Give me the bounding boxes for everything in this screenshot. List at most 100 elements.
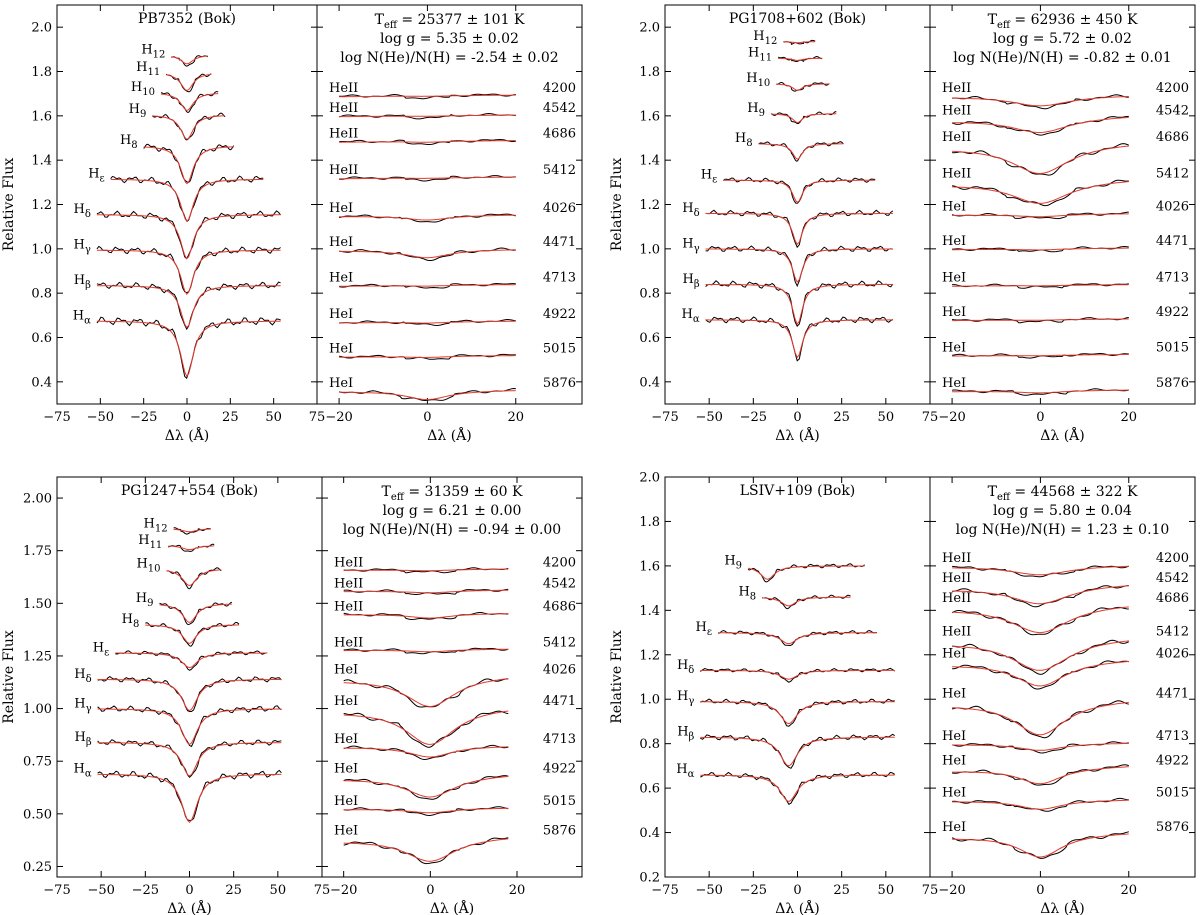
line-label-name: H (138, 533, 149, 548)
helium-line-wavelength: 4713 (543, 271, 576, 286)
observed-spectrum (343, 678, 509, 708)
x-tick-label: 0 (423, 410, 431, 425)
helium-line-wavelength: 4200 (543, 555, 576, 570)
helium-line-wavelength: 5412 (1156, 166, 1189, 181)
hydrogen-line-label: H9 (136, 591, 154, 609)
y-tick-label: 1.8 (639, 515, 660, 530)
hydrogen-line-label: H12 (141, 42, 165, 60)
helium-line-label: HeI (329, 235, 353, 250)
model-spectrum (952, 766, 1129, 785)
line-label-subscript: 8 (750, 591, 756, 602)
line-label-subscript: ε (104, 648, 109, 659)
line-label-name: H (73, 308, 84, 323)
x-axis-label: Δλ (Å) (430, 899, 474, 915)
helium-line-label: HeI (942, 786, 966, 801)
right-subplot-frame (929, 476, 1196, 878)
hydrogen-line-label: H11 (136, 60, 160, 78)
hydrogen-line-label: Hα (676, 762, 694, 780)
line-label-name: H (695, 620, 706, 635)
line-label-name: H (682, 201, 693, 216)
helium-line-label: HeI (334, 732, 358, 747)
model-spectrum (173, 528, 211, 533)
x-axis-label: Δλ (Å) (775, 899, 819, 915)
y-tick-label: 0.2 (639, 871, 660, 886)
line-label-subscript: 10 (142, 87, 155, 98)
line-label-name: H (748, 46, 759, 61)
observed-spectrum (159, 601, 232, 626)
line-label-name: H (724, 553, 735, 568)
model-spectrum (343, 746, 509, 758)
panel-title: PG1247+554 (Bok) (121, 483, 258, 499)
teff-subscript: eff (997, 20, 1011, 31)
helium-line-label: HeI (329, 342, 353, 357)
helium-line-label: HeII (942, 81, 971, 96)
model-spectrum (168, 545, 215, 551)
helium-line-label: HeI (329, 376, 353, 391)
observed-spectrum (951, 741, 1129, 754)
x-tick-label: 50 (265, 410, 282, 425)
observed-spectrum (97, 769, 282, 821)
x-tick-label: 75 (922, 883, 939, 898)
model-spectrum (952, 354, 1129, 357)
line-label-subscript: β (689, 731, 695, 742)
y-axis-label: Relative Flux (1, 158, 17, 252)
line-label-name: H (682, 307, 693, 322)
helium-line-wavelength: 4542 (1156, 103, 1189, 118)
x-tick-label: 20 (1120, 410, 1137, 425)
model-spectrum (343, 838, 509, 862)
model-spectrum (952, 389, 1129, 394)
line-label-name: H (746, 71, 757, 86)
x-tick-label: 20 (509, 883, 526, 898)
observed-spectrum (338, 282, 516, 289)
y-tick-label: 0.25 (23, 860, 52, 875)
helium-line-wavelength: 4542 (543, 576, 576, 591)
line-label-name: H (677, 689, 688, 704)
model-spectrum (783, 41, 816, 44)
helium-line-label: HeII (334, 635, 363, 650)
hydrogen-line-label: H9 (747, 101, 765, 119)
left-subplot-frame (56, 476, 323, 878)
panel-1: 0.4 0.6 0.8 1.0 1.2 1.4 1.6 1.8 2.0 −75 −50 −25 0 25 5… (1, 4, 583, 444)
model-spectrum (718, 632, 877, 645)
x-tick-label: −20 (325, 410, 352, 425)
model-spectrum (166, 73, 212, 91)
observed-spectrum (952, 179, 1129, 207)
line-label-name: H (74, 667, 85, 682)
line-label-name: H (136, 60, 147, 75)
observed-spectrum (338, 387, 516, 402)
model-spectrum (700, 669, 895, 680)
y-tick-label: 2.0 (639, 471, 660, 486)
x-tick-label: 25 (225, 883, 242, 898)
model-spectrum (952, 701, 1129, 736)
hydrogen-line-label: H11 (138, 533, 162, 551)
y-tick-label: 0.4 (31, 375, 52, 390)
helium-line-wavelength: 4713 (1156, 729, 1189, 744)
helium-line-label: HeI (942, 234, 966, 249)
y-tick-label: 1.6 (31, 109, 52, 124)
y-tick-label: 1.8 (31, 65, 52, 80)
x-tick-label: −50 (695, 410, 722, 425)
y-tick-label: 1.25 (23, 649, 52, 664)
helium-line-label: HeI (942, 729, 966, 744)
y-tick-label: 1.75 (23, 544, 52, 559)
teff-subscript: eff (384, 20, 398, 31)
helium-line-wavelength: 5015 (543, 342, 576, 357)
helium-line-wavelength: 4200 (1156, 81, 1189, 96)
line-label-name: H (136, 591, 147, 606)
model-spectrum (343, 775, 509, 798)
helium-line-wavelength: 4922 (1156, 753, 1189, 768)
model-spectrum (723, 179, 876, 203)
line-label-subscript: 9 (147, 598, 153, 609)
model-spectrum (952, 799, 1129, 810)
x-tick-label: 0 (185, 883, 193, 898)
teff-symbol: T (988, 484, 998, 500)
x-tick-label: −75 (43, 883, 70, 898)
logg-param: log g = 6.21 ± 0.00 (383, 503, 522, 519)
line-label-subscript: 9 (736, 560, 742, 571)
y-tick-label: 1.6 (639, 559, 660, 574)
y-tick-label: 1.2 (639, 648, 660, 663)
observed-spectrum (96, 210, 281, 260)
helium-line-wavelength: 4922 (543, 307, 576, 322)
observed-spectrum (952, 660, 1129, 690)
x-tick-label: 0 (1036, 883, 1044, 898)
